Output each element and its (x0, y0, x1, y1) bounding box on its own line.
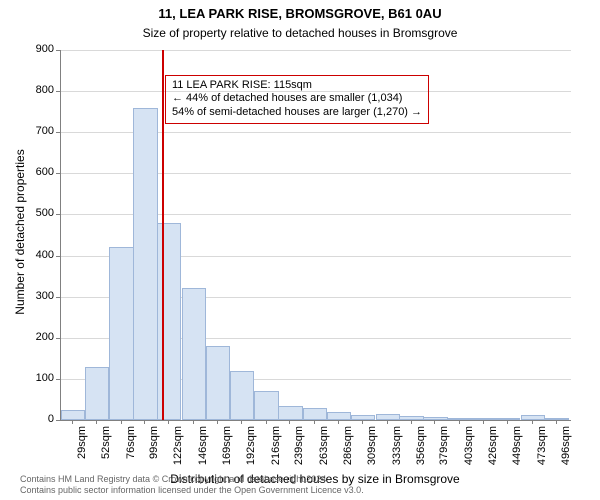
x-tick-mark (241, 420, 242, 424)
x-tick-label: 449sqm (511, 426, 523, 470)
y-tick-label: 900 (14, 43, 54, 55)
x-tick-mark (362, 420, 363, 424)
histogram-bar (399, 416, 423, 420)
histogram-bar (109, 247, 133, 420)
y-tick-mark (56, 50, 60, 51)
x-tick-label: 356sqm (415, 426, 427, 470)
y-tick-mark (56, 256, 60, 257)
x-tick-mark (289, 420, 290, 424)
y-tick-label: 100 (14, 372, 54, 384)
marker-line (162, 50, 164, 420)
y-tick-label: 200 (14, 331, 54, 343)
x-tick-mark (387, 420, 388, 424)
x-tick-label: 29sqm (76, 426, 88, 470)
x-tick-label: 239sqm (293, 426, 305, 470)
x-tick-mark (556, 420, 557, 424)
x-tick-label: 309sqm (366, 426, 378, 470)
y-tick-mark (56, 379, 60, 380)
gridline (61, 50, 571, 51)
x-tick-mark (314, 420, 315, 424)
x-tick-mark (483, 420, 484, 424)
histogram-bar (351, 415, 375, 420)
x-tick-label: 333sqm (391, 426, 403, 470)
x-tick-mark (434, 420, 435, 424)
x-tick-label: 76sqm (125, 426, 137, 470)
annotation-box: 11 LEA PARK RISE: 115sqm ← 44% of detach… (165, 75, 429, 124)
y-tick-mark (56, 338, 60, 339)
x-tick-label: 99sqm (148, 426, 160, 470)
chart-title: 11, LEA PARK RISE, BROMSGROVE, B61 0AU (0, 6, 600, 21)
x-tick-label: 192sqm (245, 426, 257, 470)
x-tick-label: 122sqm (172, 426, 184, 470)
x-tick-mark (459, 420, 460, 424)
x-tick-label: 146sqm (197, 426, 209, 470)
histogram-bar (303, 408, 327, 420)
x-tick-mark (72, 420, 73, 424)
x-tick-mark (338, 420, 339, 424)
x-tick-mark (193, 420, 194, 424)
y-tick-label: 700 (14, 125, 54, 137)
y-axis-title: Number of detached properties (13, 142, 27, 322)
x-tick-label: 216sqm (270, 426, 282, 470)
x-tick-mark (266, 420, 267, 424)
annotation-line3: 54% of semi-detached houses are larger (… (172, 106, 422, 120)
x-tick-mark (168, 420, 169, 424)
x-tick-mark (96, 420, 97, 424)
y-tick-mark (56, 297, 60, 298)
histogram-bar (61, 410, 85, 420)
x-tick-label: 286sqm (342, 426, 354, 470)
annotation-line1: 11 LEA PARK RISE: 115sqm (172, 79, 422, 93)
x-tick-label: 52sqm (100, 426, 112, 470)
x-tick-label: 263sqm (318, 426, 330, 470)
y-tick-label: 800 (14, 84, 54, 96)
x-tick-mark (144, 420, 145, 424)
x-tick-mark (121, 420, 122, 424)
footer-line2: Contains public sector information licen… (20, 485, 364, 496)
y-tick-mark (56, 214, 60, 215)
x-tick-mark (217, 420, 218, 424)
y-tick-mark (56, 420, 60, 421)
histogram-bar (206, 346, 230, 420)
x-tick-label: 169sqm (221, 426, 233, 470)
histogram-bar (327, 412, 351, 420)
chart-subtitle: Size of property relative to detached ho… (0, 26, 600, 40)
histogram-bar (85, 367, 109, 420)
x-tick-label: 473sqm (536, 426, 548, 470)
footer: Contains HM Land Registry data © Crown c… (20, 474, 364, 496)
annotation-line2: ← 44% of detached houses are smaller (1,… (172, 92, 422, 106)
x-tick-label: 496sqm (560, 426, 572, 470)
histogram-bar (472, 418, 496, 420)
x-tick-mark (532, 420, 533, 424)
y-tick-mark (56, 173, 60, 174)
histogram-bar (157, 223, 181, 420)
histogram-bar (182, 288, 206, 420)
plot-wrap: 0100200300400500600700800900 29sqm52sqm7… (60, 50, 570, 420)
x-tick-label: 379sqm (438, 426, 450, 470)
x-tick-label: 426sqm (487, 426, 499, 470)
footer-line1: Contains HM Land Registry data © Crown c… (20, 474, 364, 485)
histogram-bar (254, 391, 278, 420)
y-tick-mark (56, 91, 60, 92)
histogram-bar (133, 108, 157, 420)
chart-container: { "chart": { "type": "histogram", "title… (0, 0, 600, 500)
histogram-bar (521, 415, 545, 420)
x-tick-mark (507, 420, 508, 424)
y-tick-mark (56, 132, 60, 133)
x-tick-mark (411, 420, 412, 424)
histogram-bar (230, 371, 254, 420)
y-tick-label: 0 (14, 413, 54, 425)
x-tick-label: 403sqm (463, 426, 475, 470)
histogram-bar (278, 406, 302, 420)
